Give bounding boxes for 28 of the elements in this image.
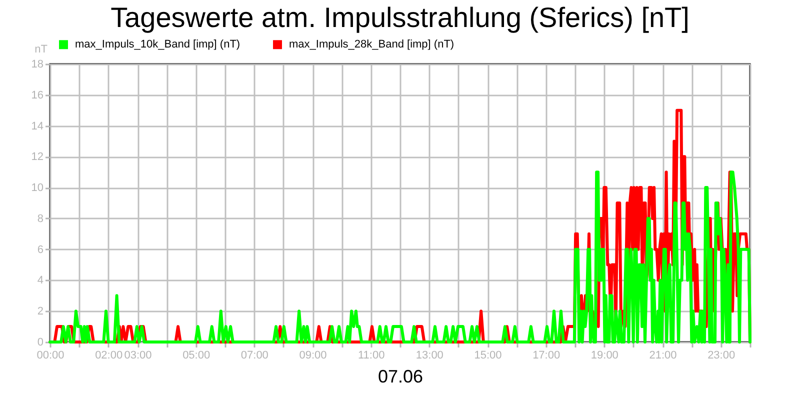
- y-tick-label: 2: [37, 306, 44, 318]
- x-tick-label: 11:00: [358, 350, 385, 362]
- legend-label: max_Impuls_28k_Band [imp] (nT): [289, 38, 454, 51]
- x-tick-label: 21:00: [649, 350, 677, 362]
- y-tick-label: 4: [37, 274, 44, 287]
- x-tick-label: 05:00: [182, 350, 210, 362]
- x-tick-label: 19:00: [590, 350, 618, 362]
- x-tick-label: 07:00: [240, 350, 268, 362]
- y-tick-label: 18: [31, 58, 44, 70]
- y-tick-label: 8: [37, 212, 44, 225]
- y-tick-label: 10: [31, 182, 44, 194]
- y-tick-label: 12: [31, 151, 44, 164]
- y-axis-title: nT: [34, 44, 48, 56]
- chart-title: Tageswerte atm. Impulsstrahlung (Sferics) [nT]: [110, 2, 690, 33]
- x-tick-label: 15:00: [474, 350, 502, 362]
- y-tick-label: 16: [31, 89, 44, 102]
- x-tick-label: 13:00: [416, 350, 444, 362]
- x-tick-label: 23:00: [708, 350, 736, 362]
- x-tick-label: 02:00: [95, 350, 123, 362]
- legend-label: max_Impuls_10k_Band [imp] (nT): [75, 38, 240, 51]
- y-tick-label: 14: [31, 120, 44, 132]
- x-tick-label: 03:00: [124, 350, 152, 362]
- x-axis-title: 07.06: [378, 366, 424, 386]
- y-tick-label: 0: [37, 336, 44, 348]
- x-tick-label: 17:00: [532, 350, 560, 362]
- y-tick-label: 6: [37, 244, 44, 256]
- x-tick-label: 09:00: [299, 350, 327, 362]
- x-tick-label: 00:00: [36, 350, 64, 362]
